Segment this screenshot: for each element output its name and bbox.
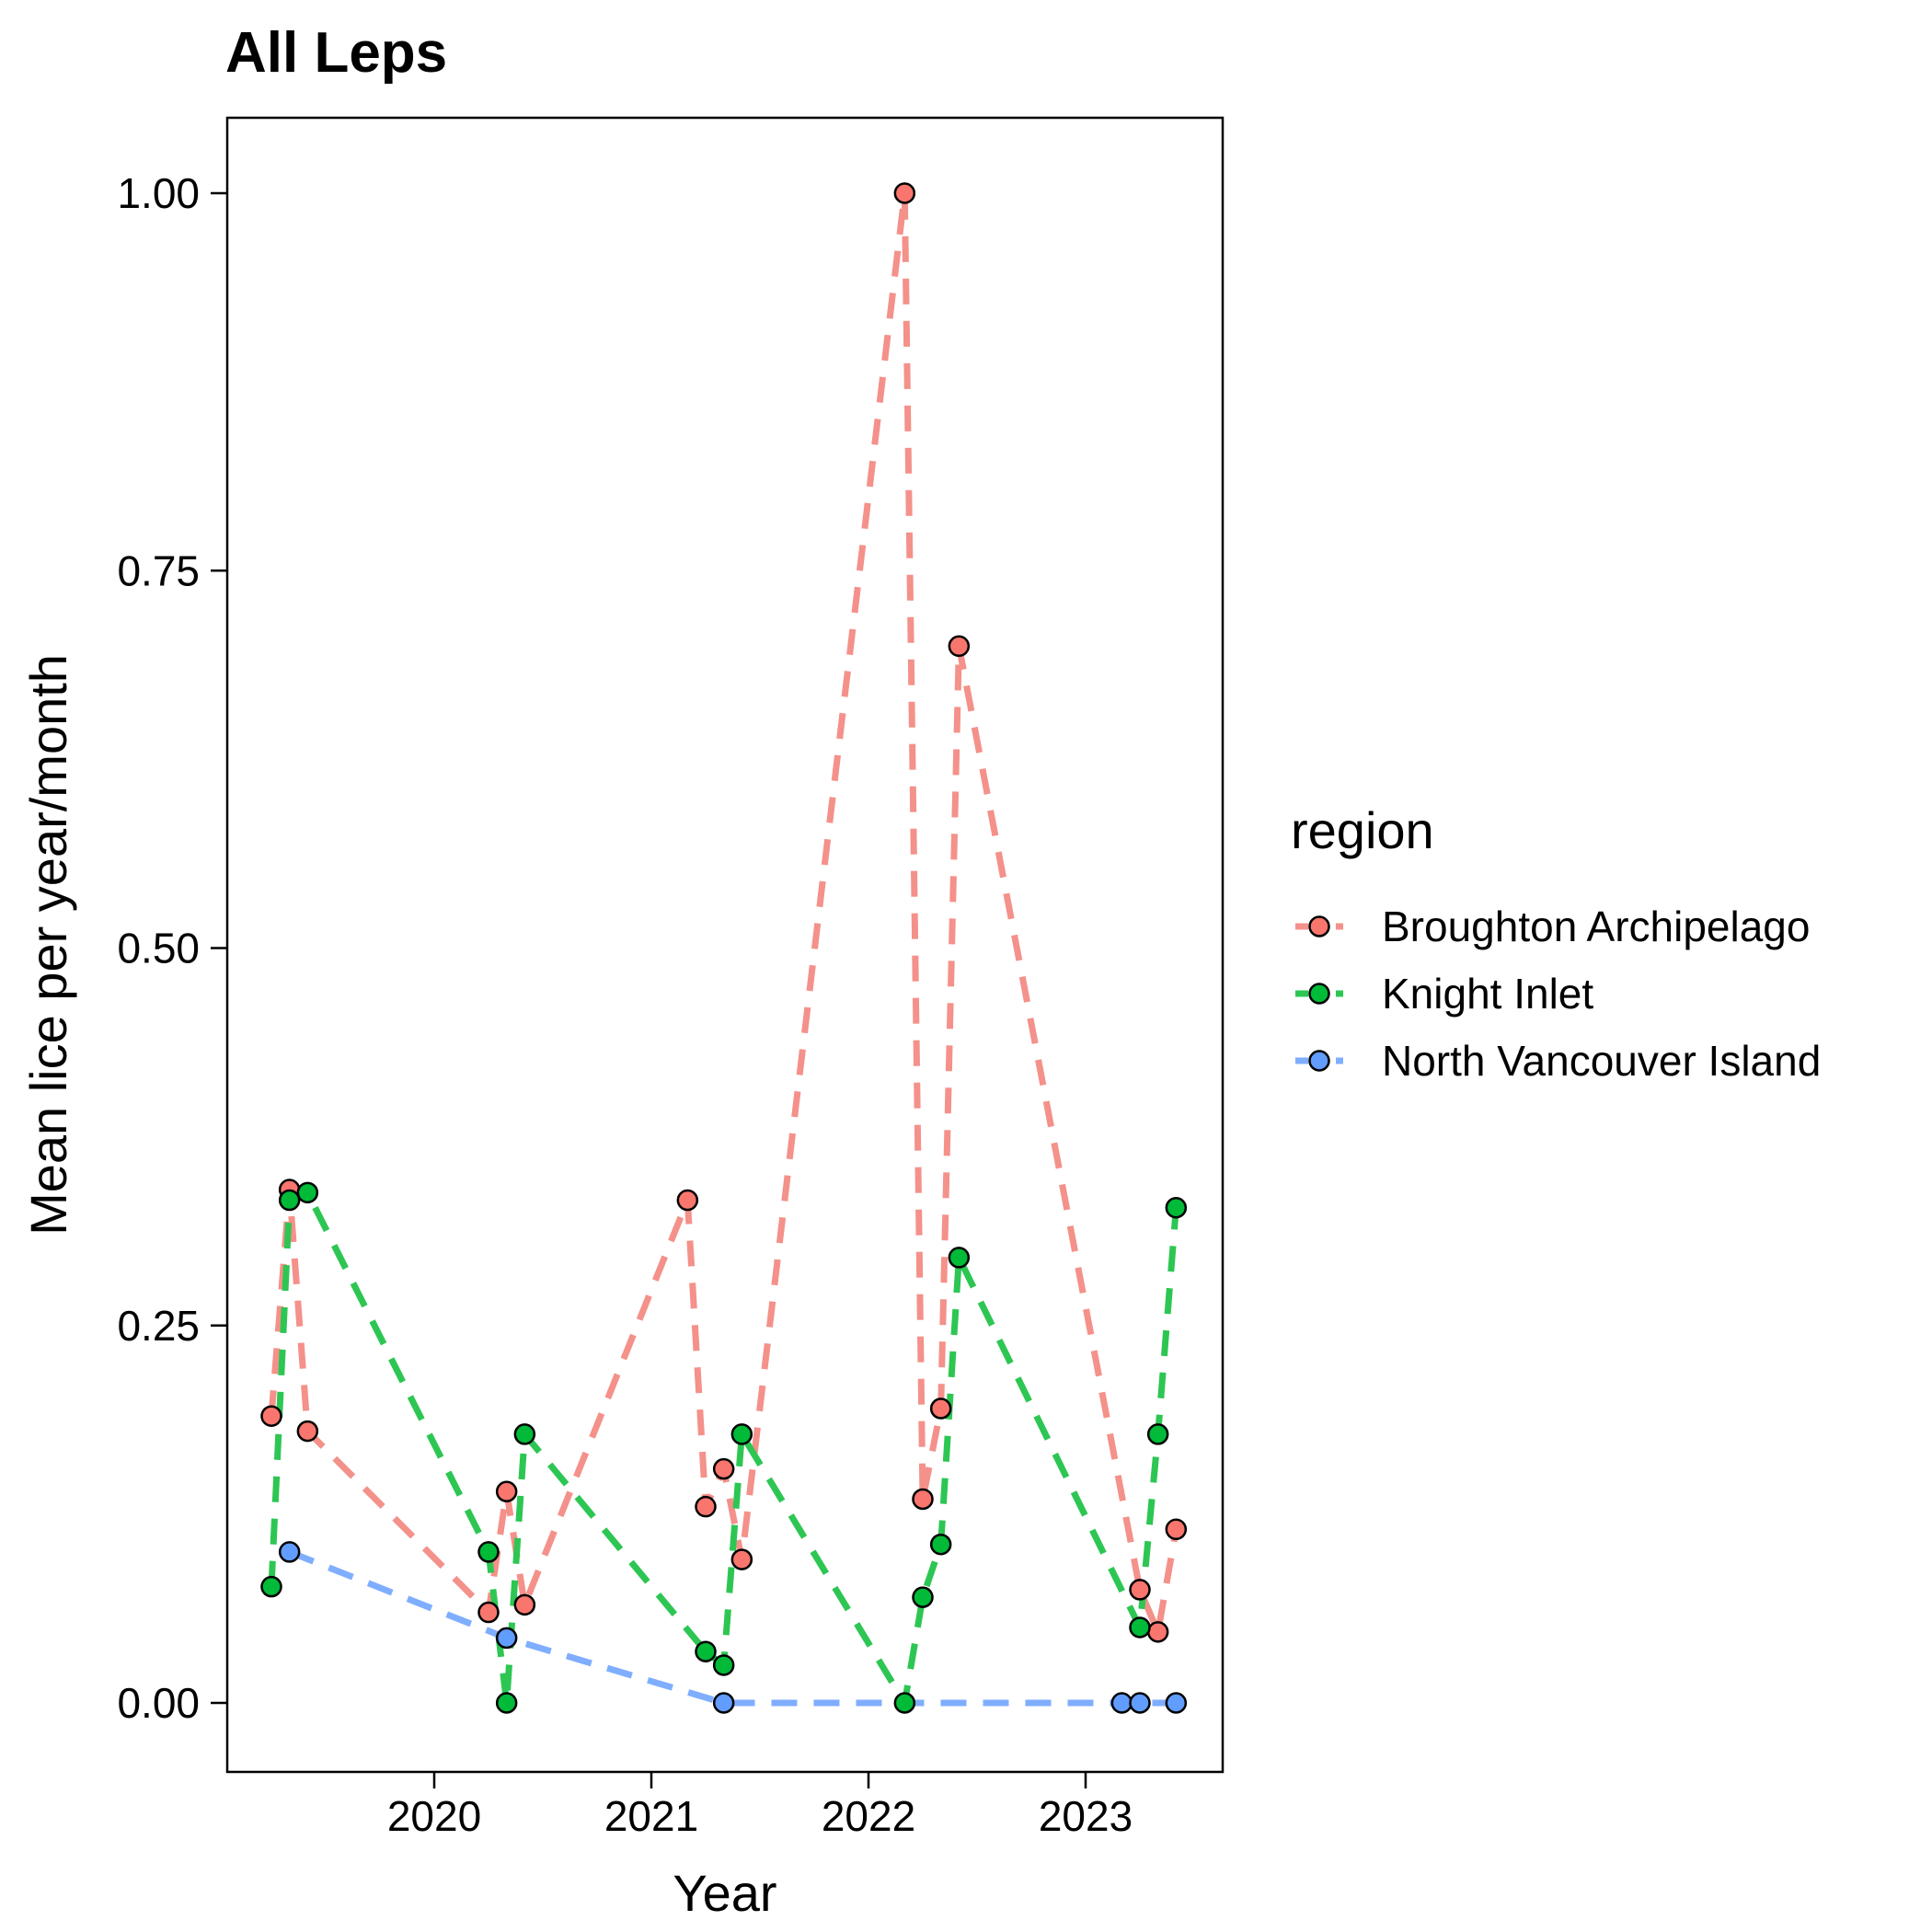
legend-key-point-north-vancouver-island	[1308, 1050, 1330, 1072]
x-tick-label-2021: 2021	[604, 1792, 698, 1840]
data-point-knight-inlet-7	[712, 1654, 735, 1676]
series-line-north-vancouver-island	[288, 1548, 1177, 1707]
data-point-broughton-archipelago-13	[948, 635, 971, 658]
legend-key-point-broughton-archipelago	[1308, 915, 1330, 937]
data-point-knight-inlet-9	[893, 1692, 916, 1714]
plot-panel-border	[225, 116, 1225, 1774]
data-point-broughton-archipelago-8	[712, 1457, 735, 1480]
data-point-broughton-archipelago-4	[495, 1480, 518, 1503]
data-point-knight-inlet-0	[260, 1575, 282, 1598]
legend-title: region	[1291, 801, 1434, 859]
data-point-knight-inlet-1	[278, 1189, 301, 1212]
data-point-knight-inlet-13	[1129, 1616, 1151, 1639]
plot-area	[225, 116, 1225, 1774]
data-point-broughton-archipelago-15	[1146, 1621, 1169, 1643]
y-tick-label-0.50: 0.50	[117, 925, 200, 972]
data-point-broughton-archipelago-14	[1129, 1579, 1151, 1601]
data-point-north-vancouver-island-5	[1165, 1692, 1188, 1714]
data-point-knight-inlet-6	[695, 1640, 717, 1662]
data-point-north-vancouver-island-0	[278, 1541, 301, 1563]
y-tick-label-1.00: 1.00	[117, 169, 200, 217]
y-axis-label: Mean lice per year/month	[19, 654, 77, 1236]
data-point-broughton-archipelago-11	[912, 1488, 934, 1511]
legend: region Broughton Archipelago Knight Inlet…	[1291, 801, 1821, 1085]
y-tick-label-0.00: 0.00	[117, 1679, 200, 1727]
legend-label-knight-inlet: Knight Inlet	[1382, 970, 1593, 1018]
data-point-knight-inlet-2	[296, 1181, 319, 1204]
x-tick-label-2022: 2022	[822, 1792, 915, 1840]
chart-title: All Leps	[225, 21, 447, 85]
data-point-north-vancouver-island-3	[1110, 1692, 1133, 1714]
legend-label-north-vancouver-island: North Vancouver Island	[1382, 1037, 1821, 1085]
y-tick-label-0.25: 0.25	[117, 1302, 200, 1350]
data-point-knight-inlet-5	[513, 1423, 536, 1445]
legend-label-broughton-archipelago: Broughton Archipelago	[1382, 903, 1810, 950]
data-point-knight-inlet-10	[912, 1586, 934, 1608]
axes: 2020 2021 2022 2023 0.00 0.25 0.50 0.75 1.00	[117, 169, 1133, 1840]
x-tick-label-2023: 2023	[1039, 1792, 1133, 1840]
data-point-north-vancouver-island-2	[712, 1692, 735, 1714]
data-point-broughton-archipelago-7	[695, 1495, 717, 1518]
series-line-knight-inlet	[268, 1189, 1179, 1707]
data-point-broughton-archipelago-6	[676, 1189, 699, 1212]
series-line-broughton-archipelago	[268, 190, 1179, 1636]
y-tick-label-0.75: 0.75	[117, 546, 200, 594]
legend-key-point-knight-inlet	[1308, 983, 1330, 1005]
x-tick-label-2020: 2020	[387, 1792, 481, 1840]
x-axis-label: Year	[673, 1864, 776, 1922]
data-point-broughton-archipelago-12	[929, 1397, 952, 1420]
data-point-broughton-archipelago-16	[1165, 1518, 1188, 1541]
data-point-broughton-archipelago-10	[893, 182, 916, 204]
data-point-knight-inlet-15	[1165, 1197, 1188, 1219]
data-point-north-vancouver-island-1	[495, 1627, 518, 1650]
data-point-knight-inlet-12	[948, 1247, 971, 1269]
data-point-broughton-archipelago-9	[730, 1548, 753, 1570]
data-point-knight-inlet-8	[730, 1423, 753, 1445]
data-point-broughton-archipelago-3	[477, 1601, 500, 1624]
data-point-north-vancouver-island-4	[1129, 1692, 1151, 1714]
data-point-knight-inlet-14	[1146, 1423, 1169, 1445]
data-point-knight-inlet-11	[929, 1533, 952, 1556]
data-point-knight-inlet-3	[477, 1541, 500, 1563]
data-point-broughton-archipelago-2	[296, 1420, 319, 1443]
data-point-broughton-archipelago-0	[260, 1405, 282, 1427]
data-point-broughton-archipelago-5	[513, 1593, 536, 1616]
data-point-knight-inlet-4	[495, 1692, 518, 1714]
